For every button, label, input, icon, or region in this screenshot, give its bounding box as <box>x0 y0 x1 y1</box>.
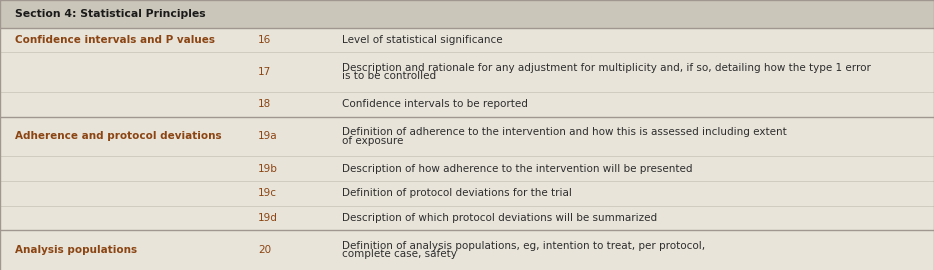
Bar <box>0 181 934 206</box>
Bar <box>0 117 934 156</box>
Text: 20: 20 <box>258 245 271 255</box>
Text: 18: 18 <box>258 99 271 109</box>
Text: 19c: 19c <box>258 188 276 198</box>
Text: Description and rationale for any adjustment for multiplicity and, if so, detail: Description and rationale for any adjust… <box>342 63 870 73</box>
Text: Definition of protocol deviations for the trial: Definition of protocol deviations for th… <box>342 188 572 198</box>
Text: Confidence intervals and P values: Confidence intervals and P values <box>15 35 215 45</box>
Bar <box>0 0 934 28</box>
Text: Confidence intervals to be reported: Confidence intervals to be reported <box>342 99 528 109</box>
Bar <box>0 92 934 117</box>
Bar <box>0 230 934 270</box>
Text: Definition of adherence to the intervention and how this is assessed including e: Definition of adherence to the intervent… <box>342 127 786 137</box>
Text: 19a: 19a <box>258 131 277 141</box>
Text: Adherence and protocol deviations: Adherence and protocol deviations <box>15 131 221 141</box>
Text: Definition of analysis populations, eg, intention to treat, per protocol,: Definition of analysis populations, eg, … <box>342 241 705 251</box>
Text: 17: 17 <box>258 67 271 77</box>
Text: 16: 16 <box>258 35 271 45</box>
Text: Description of which protocol deviations will be summarized: Description of which protocol deviations… <box>342 213 657 223</box>
Text: Description of how adherence to the intervention will be presented: Description of how adherence to the inte… <box>342 164 692 174</box>
Bar <box>0 206 934 230</box>
Text: Section 4: Statistical Principles: Section 4: Statistical Principles <box>15 9 205 19</box>
Text: complete case, safety: complete case, safety <box>342 249 457 259</box>
Text: 19d: 19d <box>258 213 277 223</box>
Text: Analysis populations: Analysis populations <box>15 245 137 255</box>
Text: Level of statistical significance: Level of statistical significance <box>342 35 502 45</box>
Text: of exposure: of exposure <box>342 136 403 146</box>
Bar <box>0 156 934 181</box>
Text: is to be controlled: is to be controlled <box>342 71 436 81</box>
Text: 19b: 19b <box>258 164 277 174</box>
Bar <box>0 28 934 52</box>
Bar <box>0 52 934 92</box>
